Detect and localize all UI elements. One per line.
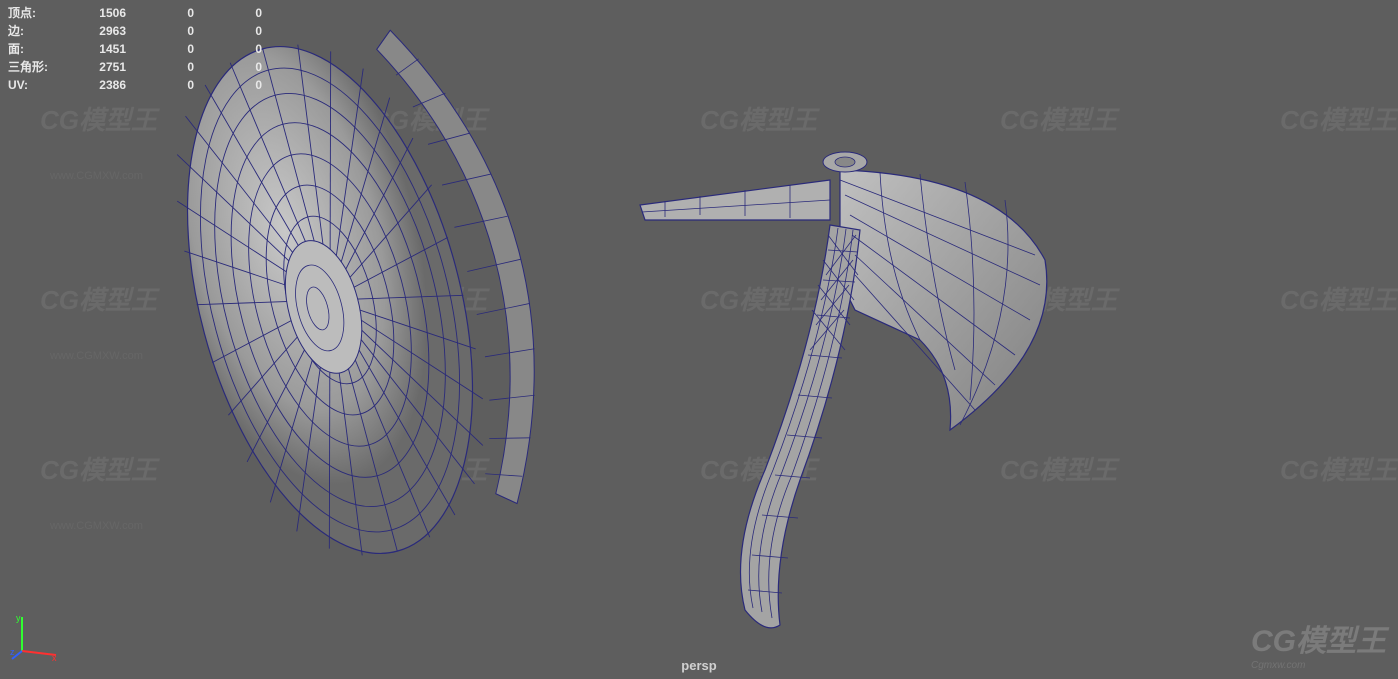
watermark-url: www.CGMXW.com [380,350,473,362]
watermark-logo: CG模型王 [370,100,487,137]
hud-row-tris: 三角形:275100 [8,58,262,76]
watermark-url: www.CGMXW.com [50,350,143,362]
axis-y-label: y [16,613,21,623]
watermark-logo: CG模型王 [1280,450,1397,487]
watermark-logo: CG模型王 [700,450,817,487]
watermark-logo: CG模型王 [40,100,157,137]
watermark-logo: CG模型王 [40,450,157,487]
models-svg [0,0,1398,679]
watermark-logo: CG模型王 [1280,280,1397,317]
axe-model [640,152,1047,628]
camera-label: persp [681,658,716,673]
watermark-logo: CG模型王 [1000,450,1117,487]
watermark-logo: CG模型王 [370,450,487,487]
corner-watermark: CG模型王 Cgmxw.com [1251,616,1386,671]
watermark-logo: CG模型王 [40,280,157,317]
watermark-url: www.CGMXW.com [50,170,143,182]
watermark-logo: CG模型王 [1000,280,1117,317]
watermark-logo: CG模型王 [1000,100,1117,137]
axis-gizmo[interactable]: y x z [10,611,62,663]
axis-x-label: x [52,653,57,663]
watermark-url: www.CGMXW.com [50,520,143,532]
hud-row-faces: 面:145100 [8,40,262,58]
hud-row-edges: 边:296300 [8,22,262,40]
hud-poly-stats: 顶点:150600 边:296300 面:145100 三角形:275100 U… [8,4,262,94]
watermark-logo: CG模型王 [370,280,487,317]
watermark-logo: CG模型王 [700,280,817,317]
hud-row-verts: 顶点:150600 [8,4,262,22]
viewport-3d[interactable]: CG模型王 www.CGMXW.com CG模型王 CG模型王 CG模型王 CG… [0,0,1398,679]
axis-z-label: z [10,647,15,657]
watermark-logo: CG模型王 [700,100,817,137]
hud-row-uvs: UV:238600 [8,76,262,94]
watermark-logo: CG模型王 [1280,100,1397,137]
